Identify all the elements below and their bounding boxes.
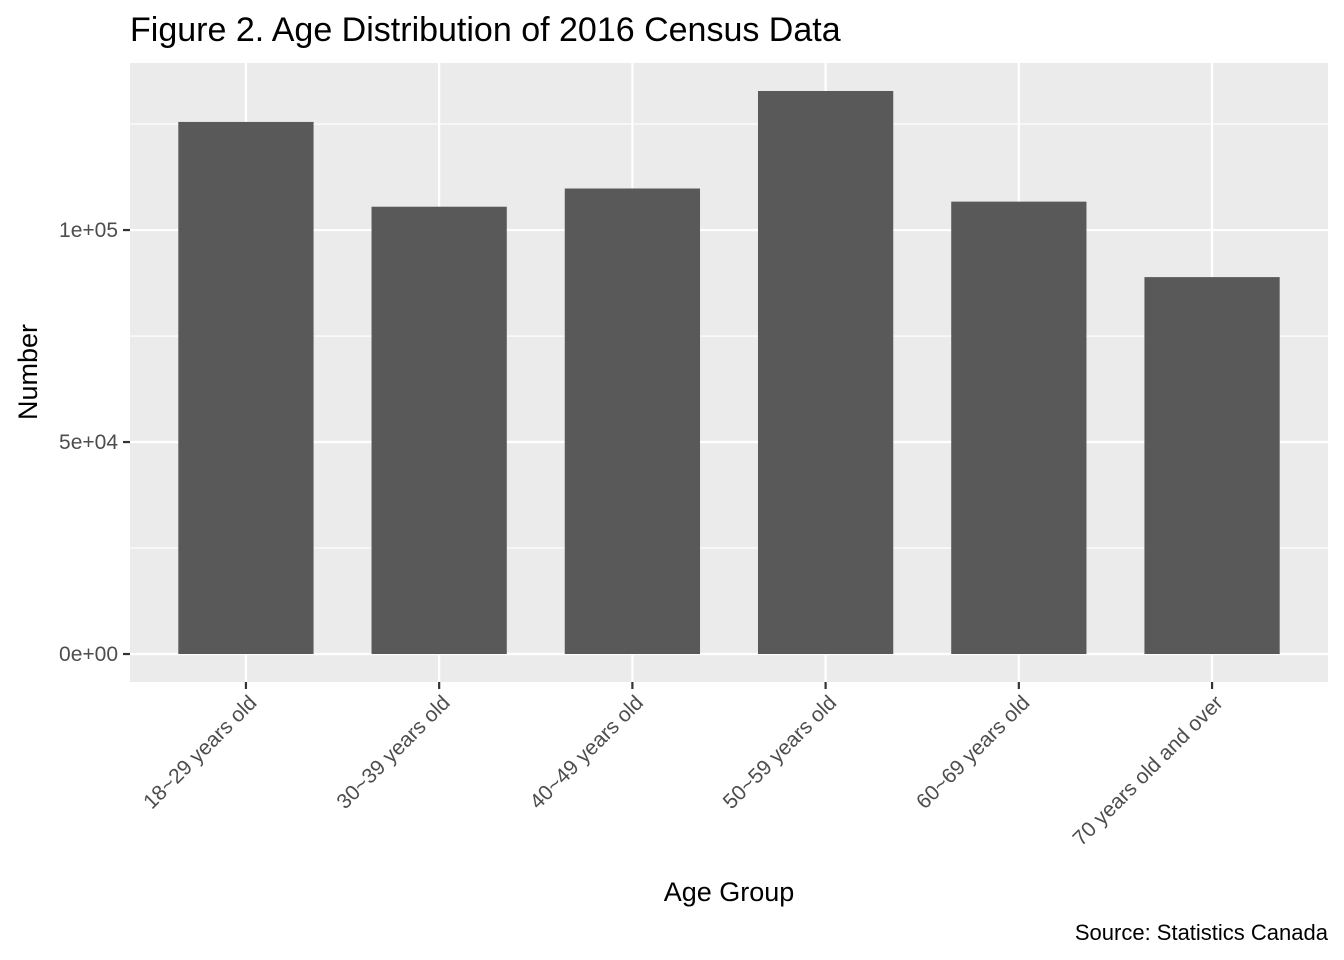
bar [178,121,314,655]
bar [371,206,507,655]
source-caption: Source: Statistics Canada [1075,920,1329,945]
bar [1144,277,1280,655]
minor-gridlines [130,123,1328,549]
bars [178,90,1280,655]
chart-title: Figure 2. Age Distribution of 2016 Censu… [130,11,841,49]
x-tick-label: 60~69 years old [912,691,1034,813]
x-tick-label: 40~49 years old [526,691,648,813]
x-axis: 18~29 years old 30~39 years old 40~49 year… [139,682,1228,850]
bar [564,188,701,655]
plot-panel [130,63,1328,682]
x-tick-label: 18~29 years old [139,691,261,813]
bar [951,201,1087,655]
y-axis: 0e+00 5e+04 1e+05 [59,219,130,666]
x-tick-label: 50~59 years old [719,691,841,813]
y-axis-title: Number [13,324,43,420]
y-tick-label: 5e+04 [59,431,118,454]
x-tick-label: 30~39 years old [332,691,454,813]
bar [757,90,894,655]
y-tick-label: 0e+00 [59,643,118,666]
x-axis-title: Age Group [664,877,795,907]
x-tick-label: 70 years old and over [1069,691,1228,850]
y-tick-label: 1e+05 [59,219,118,242]
